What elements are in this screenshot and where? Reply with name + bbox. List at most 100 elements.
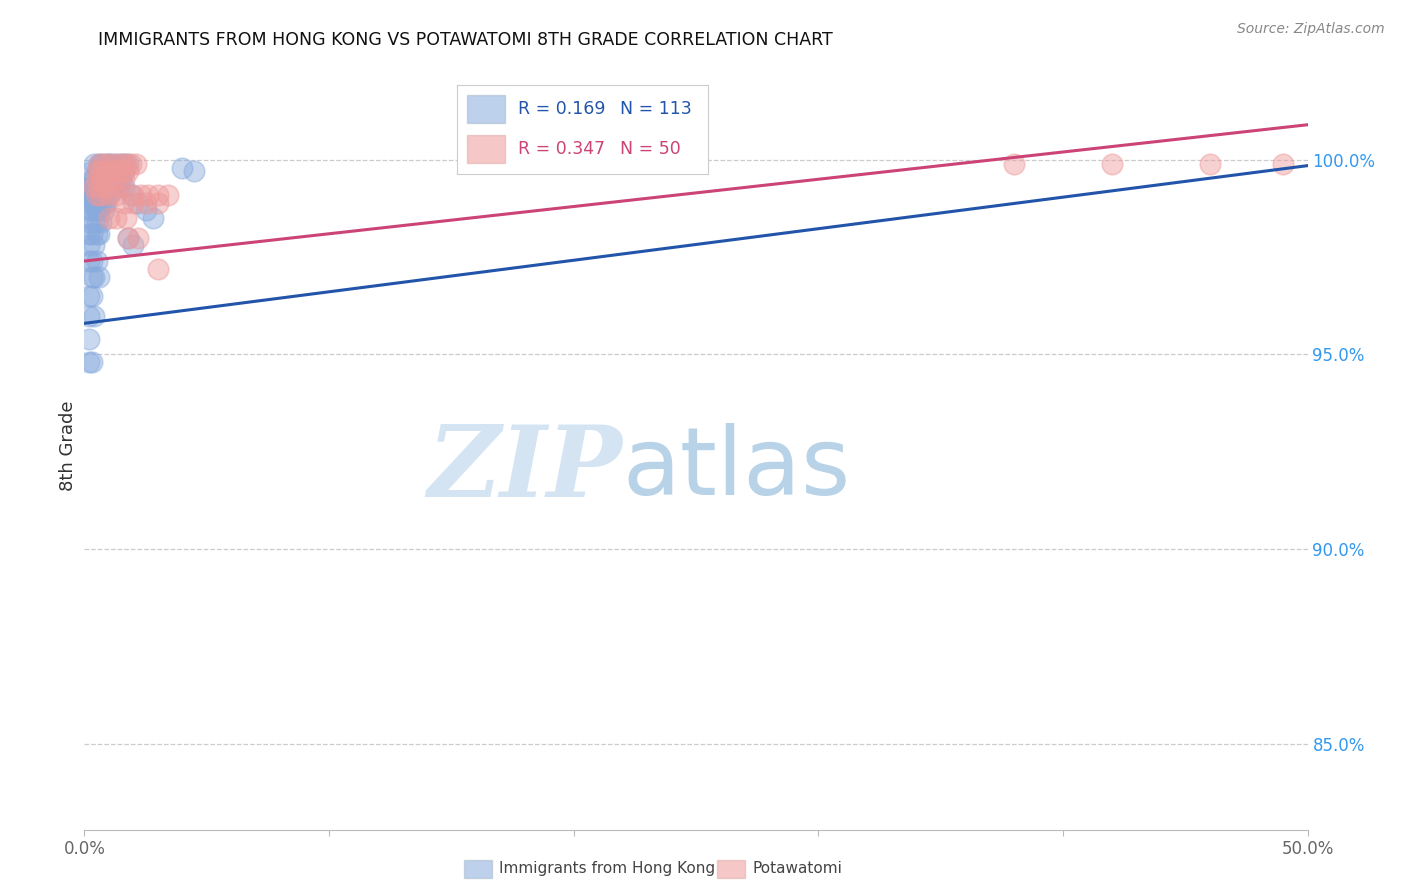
Point bbox=[100, 157, 122, 171]
Point bbox=[87, 157, 110, 171]
Point bbox=[122, 187, 145, 202]
Point bbox=[96, 180, 118, 194]
Point bbox=[97, 172, 120, 186]
Point bbox=[97, 180, 120, 194]
Point bbox=[86, 172, 108, 186]
Point bbox=[96, 180, 118, 194]
Point bbox=[125, 157, 148, 171]
Point bbox=[83, 180, 105, 194]
Point bbox=[90, 157, 112, 171]
Point bbox=[87, 157, 110, 171]
Point bbox=[77, 238, 100, 252]
Point bbox=[117, 157, 139, 171]
Point bbox=[86, 195, 108, 210]
Point bbox=[86, 164, 108, 178]
Point bbox=[105, 187, 128, 202]
Point bbox=[100, 164, 122, 178]
Text: IMMIGRANTS FROM HONG KONG VS POTAWATOMI 8TH GRADE CORRELATION CHART: IMMIGRANTS FROM HONG KONG VS POTAWATOMI … bbox=[98, 31, 834, 49]
Text: ZIP: ZIP bbox=[427, 421, 623, 517]
Point bbox=[80, 289, 103, 303]
Point bbox=[1272, 157, 1295, 171]
Point bbox=[77, 215, 100, 229]
Point bbox=[1002, 157, 1025, 171]
Point bbox=[103, 164, 125, 178]
Point bbox=[117, 164, 139, 178]
Point bbox=[90, 215, 112, 229]
Point bbox=[97, 157, 120, 171]
Point bbox=[87, 172, 110, 186]
Point bbox=[117, 230, 139, 244]
Point bbox=[127, 195, 149, 210]
Point bbox=[112, 180, 135, 194]
Text: Potawatomi: Potawatomi bbox=[752, 862, 842, 876]
Point bbox=[77, 289, 100, 303]
Point bbox=[100, 180, 122, 194]
Point bbox=[135, 195, 157, 210]
Point bbox=[86, 203, 108, 218]
Point bbox=[86, 254, 108, 268]
Point bbox=[110, 157, 132, 171]
Point bbox=[83, 309, 105, 323]
Point bbox=[96, 195, 118, 210]
Point bbox=[1101, 157, 1123, 171]
Point bbox=[86, 164, 108, 178]
Point bbox=[103, 172, 125, 186]
Point bbox=[107, 180, 129, 194]
Point bbox=[142, 211, 165, 226]
Point bbox=[110, 172, 132, 186]
Point bbox=[96, 164, 118, 178]
Point bbox=[77, 180, 100, 194]
Point bbox=[96, 187, 118, 202]
Point bbox=[103, 180, 125, 194]
Point bbox=[105, 172, 128, 186]
Point bbox=[97, 187, 120, 202]
Point bbox=[77, 355, 100, 369]
Point bbox=[100, 164, 122, 178]
Point bbox=[146, 261, 169, 276]
Point bbox=[156, 187, 179, 202]
Point bbox=[129, 187, 152, 202]
Point bbox=[93, 172, 115, 186]
Point bbox=[110, 180, 132, 194]
Point bbox=[97, 211, 120, 226]
Point bbox=[105, 172, 128, 186]
Point bbox=[80, 195, 103, 210]
Point bbox=[77, 203, 100, 218]
Point bbox=[80, 172, 103, 186]
Point bbox=[90, 180, 112, 194]
Point bbox=[77, 187, 100, 202]
Point bbox=[117, 230, 139, 244]
Point bbox=[112, 195, 135, 210]
Point bbox=[107, 164, 129, 178]
Point bbox=[80, 164, 103, 178]
Point bbox=[86, 180, 108, 194]
Point bbox=[80, 203, 103, 218]
Point bbox=[107, 164, 129, 178]
Point bbox=[93, 195, 115, 210]
Point bbox=[105, 180, 128, 194]
Point bbox=[80, 187, 103, 202]
Point bbox=[80, 269, 103, 284]
Point bbox=[87, 227, 110, 241]
Point bbox=[77, 332, 100, 346]
Point bbox=[112, 157, 135, 171]
Point bbox=[93, 203, 115, 218]
Point bbox=[96, 157, 118, 171]
Point bbox=[122, 238, 145, 252]
Point bbox=[83, 157, 105, 171]
Point bbox=[122, 195, 145, 210]
Y-axis label: 8th Grade: 8th Grade bbox=[59, 401, 77, 491]
Point bbox=[120, 187, 142, 202]
Point bbox=[112, 172, 135, 186]
Point bbox=[80, 355, 103, 369]
Point bbox=[105, 211, 128, 226]
Point bbox=[96, 164, 118, 178]
Point bbox=[77, 309, 100, 323]
Point bbox=[146, 195, 169, 210]
Point bbox=[90, 164, 112, 178]
Point bbox=[77, 195, 100, 210]
Point bbox=[87, 180, 110, 194]
Point bbox=[90, 195, 112, 210]
Point bbox=[136, 187, 159, 202]
Point bbox=[90, 172, 112, 186]
